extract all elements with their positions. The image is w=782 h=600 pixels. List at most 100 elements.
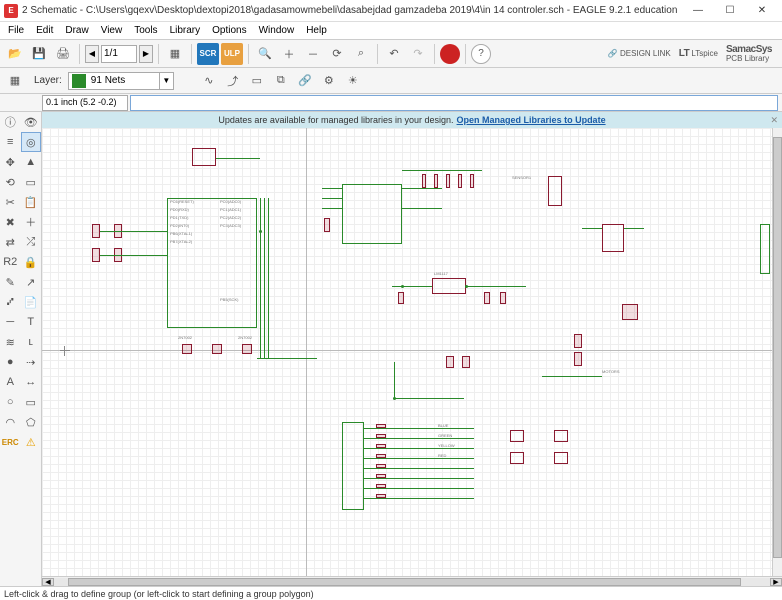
command-input[interactable] — [130, 95, 778, 111]
layers-icon[interactable]: ≡ — [0, 132, 21, 152]
link-icon[interactable]: 🔗 — [294, 70, 316, 92]
junction-icon[interactable]: ● — [0, 352, 21, 372]
smash-icon[interactable]: ✎ — [0, 272, 21, 292]
scroll-left-icon[interactable]: ◀ — [42, 578, 54, 586]
move-icon[interactable]: ✥ — [0, 152, 21, 172]
zoom-redraw-icon[interactable]: ⟳ — [326, 43, 348, 65]
menu-file[interactable]: File — [2, 23, 30, 38]
ulp-button[interactable]: ULP — [221, 43, 243, 65]
replace-icon[interactable]: ⤮ — [21, 232, 42, 252]
net-icon[interactable]: ʟ — [21, 332, 42, 352]
pad — [554, 452, 568, 464]
component — [376, 464, 386, 468]
print-icon[interactable]: 🖨 — [52, 43, 74, 65]
vertical-scrollbar[interactable] — [772, 128, 782, 576]
layer-dropdown-icon[interactable]: ▼ — [159, 73, 173, 89]
samacsys-brand[interactable]: SamacSysPCB Library — [726, 45, 772, 63]
zoom-select-icon[interactable]: ⌕ — [350, 43, 372, 65]
redo-icon[interactable]: ↷ — [407, 43, 429, 65]
circle-icon[interactable]: ○ — [0, 392, 21, 412]
minimize-button[interactable]: — — [682, 1, 714, 21]
sheet-prev-button[interactable]: ◀ — [85, 45, 99, 63]
wire-icon[interactable]: ─ — [0, 312, 21, 332]
wire-style-1-icon[interactable]: ∿ — [198, 70, 220, 92]
group-icon[interactable]: ▭ — [21, 172, 42, 192]
bus-icon[interactable]: ≋ — [0, 332, 21, 352]
delete-icon[interactable]: ✖ — [0, 212, 21, 232]
ltspice-brand[interactable]: LT LTspice — [679, 49, 718, 59]
menu-view[interactable]: View — [95, 23, 129, 38]
miter2-icon[interactable]: ↗ — [21, 272, 42, 292]
sun-icon[interactable]: ☀ — [342, 70, 364, 92]
gateswap-icon[interactable]: R2 — [0, 252, 21, 272]
save-icon[interactable]: 💾 — [28, 43, 50, 65]
scr-button[interactable]: SCR — [197, 43, 219, 65]
rect-icon[interactable]: ▭ — [21, 392, 42, 412]
mirror-icon[interactable]: ▲ — [21, 152, 42, 172]
info-icon[interactable]: ⓘ — [0, 112, 21, 132]
erc-button[interactable]: ERC — [0, 432, 21, 452]
title-bar: E 2 Schematic - C:\Users\gqexv\Desktop\d… — [0, 0, 782, 22]
maximize-button[interactable]: ☐ — [714, 1, 746, 21]
text-icon[interactable]: T — [21, 312, 42, 332]
component — [574, 334, 582, 348]
separator — [434, 44, 435, 64]
component — [462, 356, 470, 368]
menu-help[interactable]: Help — [300, 23, 333, 38]
rotate-icon[interactable]: ⟲ — [0, 172, 21, 192]
invoke-icon[interactable]: 📄 — [21, 292, 42, 312]
arc-icon[interactable]: ◠ — [0, 412, 21, 432]
menu-window[interactable]: Window — [253, 23, 301, 38]
attribute-icon[interactable]: A — [0, 372, 21, 392]
connector — [548, 176, 562, 206]
dimension-icon[interactable]: ↔ — [21, 372, 42, 392]
sheet-input[interactable] — [101, 45, 137, 63]
show-icon[interactable]: 👁 — [21, 112, 42, 132]
label-icon[interactable]: ⇢ — [21, 352, 42, 372]
scrollbar-thumb[interactable] — [68, 578, 741, 586]
menu-draw[interactable]: Draw — [59, 23, 94, 38]
split-icon[interactable]: ⑇ — [0, 292, 21, 312]
layer-select[interactable]: 91 Nets ▼ — [68, 72, 174, 90]
add-icon[interactable]: ＋ — [21, 212, 42, 232]
cut-icon[interactable]: ✂ — [0, 192, 21, 212]
zoom-in-icon[interactable]: ＋ — [278, 43, 300, 65]
close-button[interactable]: ✕ — [746, 1, 778, 21]
copy-block-icon[interactable]: ⧉ — [270, 70, 292, 92]
menu-edit[interactable]: Edit — [30, 23, 59, 38]
open-icon[interactable]: 📂 — [4, 43, 26, 65]
zoom-out-icon[interactable]: － — [302, 43, 324, 65]
sheet-next-button[interactable]: ▶ — [139, 45, 153, 63]
mark-icon[interactable]: ◎ — [21, 132, 42, 152]
help-button[interactable]: ? — [471, 44, 491, 64]
miter-icon[interactable]: ▭ — [246, 70, 268, 92]
board-icon[interactable]: ▦ — [164, 43, 186, 65]
polygon-icon[interactable]: ⬠ — [21, 412, 42, 432]
stop-button[interactable] — [440, 44, 460, 64]
wire-style-2-icon[interactable]: ⤴ — [222, 70, 244, 92]
designlink-brand[interactable]: 🔗 DESIGN LINK — [608, 50, 671, 58]
undo-icon[interactable]: ↶ — [383, 43, 405, 65]
menu-library[interactable]: Library — [164, 23, 207, 38]
notice-close-icon[interactable]: ✕ — [770, 115, 778, 126]
pinswap-icon[interactable]: ⇄ — [0, 232, 21, 252]
paste-icon[interactable]: 📋 — [21, 192, 42, 212]
status-text: Left-click & drag to define group (or le… — [4, 589, 314, 599]
scroll-right-icon[interactable]: ▶ — [770, 578, 782, 586]
grid-icon[interactable]: ▦ — [4, 70, 26, 92]
component — [422, 174, 426, 188]
lock-icon[interactable]: 🔒 — [21, 252, 42, 272]
errors-icon[interactable] — [21, 432, 42, 452]
notice-link[interactable]: Open Managed Libraries to Update — [457, 115, 606, 125]
menu-tools[interactable]: Tools — [128, 23, 163, 38]
gear-icon[interactable]: ⚙ — [318, 70, 340, 92]
brand-box: 🔗 DESIGN LINK LT LTspice SamacSysPCB Lib… — [602, 45, 778, 63]
horizontal-scrollbar[interactable]: ◀ ▶ — [42, 576, 782, 586]
main-area: ⓘ 👁 ≡ ◎ ✥ ▲ ⟲ ▭ ✂ 📋 ✖ ＋ ⇄ ⤮ R2 🔒 ✎ ↗ ⑇ 📄… — [0, 112, 782, 586]
scrollbar-track[interactable] — [54, 578, 770, 586]
layer-value: 91 Nets — [89, 75, 159, 86]
scrollbar-thumb[interactable] — [773, 137, 782, 558]
zoom-fit-icon[interactable]: 🔍 — [254, 43, 276, 65]
schematic-canvas[interactable]: PC6(RESET) PD0(RXD) PD1(TXD) PD2(INT0) P… — [42, 128, 782, 576]
menu-options[interactable]: Options — [206, 23, 252, 38]
